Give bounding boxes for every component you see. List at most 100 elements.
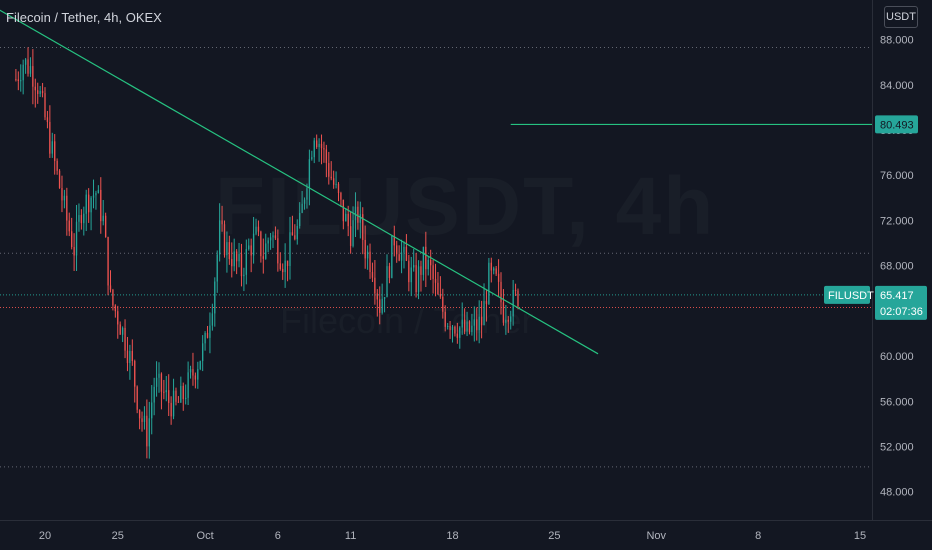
candle-body <box>493 268 495 271</box>
drawings <box>0 9 872 355</box>
candles <box>15 47 519 459</box>
time-tick-label: 8 <box>755 530 761 542</box>
currency-unit-button[interactable]: USDT <box>884 6 918 28</box>
candle-body <box>437 282 439 295</box>
candle-body <box>444 311 446 327</box>
price-tick-label: 60.000 <box>880 351 914 363</box>
candle-body <box>294 235 296 240</box>
candle-body <box>80 215 83 224</box>
candle-body <box>500 281 502 303</box>
candle-body <box>209 325 211 338</box>
candle-body <box>415 265 417 293</box>
candle-body <box>134 361 136 387</box>
candle-body <box>214 281 216 314</box>
candle-body <box>325 149 328 164</box>
candle-body <box>272 235 274 238</box>
candle-body <box>32 66 34 87</box>
candle-body <box>73 247 75 256</box>
symbol-title: Filecoin / Tether, 4h, OKEX <box>6 10 162 25</box>
candle-body <box>235 251 238 262</box>
candle-body <box>238 253 240 262</box>
candle-body <box>131 350 133 362</box>
candle-body <box>449 325 451 331</box>
price-tick-label: 48.000 <box>880 487 914 499</box>
candle-body <box>240 253 243 277</box>
candle-body <box>182 385 184 399</box>
candle-body <box>158 373 160 378</box>
price-tick-label: 84.000 <box>880 80 914 92</box>
candle-body <box>417 266 420 293</box>
symbol-tag-label: FILUSDT <box>828 290 874 302</box>
candle-body <box>279 263 281 269</box>
candle-body <box>267 240 269 244</box>
price-tick-label: 76.000 <box>880 170 914 182</box>
candle-body <box>422 246 425 275</box>
candle-body <box>151 402 153 419</box>
time-tick-label: 6 <box>275 530 281 542</box>
candle-body <box>347 213 349 227</box>
candle-body <box>301 203 303 213</box>
candle-body <box>427 259 429 270</box>
candle-body <box>366 251 369 259</box>
candle-body <box>274 235 277 239</box>
candle-body <box>439 294 442 297</box>
candle-body <box>282 268 284 273</box>
candle-body <box>425 246 427 270</box>
candle-body <box>180 385 182 403</box>
candle-body <box>75 221 78 256</box>
level-price-badge <box>875 115 918 134</box>
time-tick-label: 25 <box>112 530 124 542</box>
time-tick-label: 18 <box>446 530 458 542</box>
candle-body <box>46 117 49 122</box>
candle-body <box>97 189 100 194</box>
candle-body <box>374 277 376 294</box>
candle-body <box>66 195 68 221</box>
candle-body <box>201 343 204 362</box>
candle-body <box>478 316 480 331</box>
candle-body <box>400 252 403 261</box>
price-axis[interactable]: 88.00084.00080.00076.00072.00068.00064.0… <box>824 0 927 520</box>
candle-body <box>434 278 437 283</box>
candle-body <box>85 194 87 214</box>
candle-body <box>121 327 124 335</box>
candle-body <box>308 159 311 189</box>
candle-body <box>206 333 209 338</box>
candle-body <box>51 141 53 154</box>
candle-body <box>211 313 214 326</box>
candle-body <box>507 319 509 322</box>
candle-body <box>252 233 255 256</box>
candle-body <box>245 249 247 275</box>
candle-body <box>168 390 170 403</box>
candle-body <box>250 245 252 256</box>
candle-body <box>262 256 264 259</box>
time-tick-label: Nov <box>646 530 666 542</box>
candle-body <box>408 260 410 283</box>
candle-body <box>289 232 291 267</box>
candle-body <box>257 226 260 232</box>
candle-body <box>330 176 332 179</box>
candle-body <box>228 242 231 260</box>
candle-body <box>41 91 44 94</box>
bar-countdown-label: 02:07:36 <box>880 306 923 318</box>
candle-body <box>291 232 294 236</box>
candle-body <box>117 311 119 325</box>
candle-body <box>61 187 63 201</box>
candle-body <box>405 246 408 261</box>
candle-body <box>143 415 146 422</box>
candle-body <box>369 251 371 273</box>
candle-body <box>17 79 19 82</box>
candle-body <box>265 243 267 259</box>
candle-body <box>56 160 58 171</box>
candle-body <box>335 183 337 185</box>
candle-body <box>303 199 306 204</box>
candle-body <box>221 220 223 225</box>
candle-body <box>260 231 262 257</box>
candle-body <box>112 289 114 306</box>
candle-body <box>29 66 32 74</box>
time-axis[interactable]: 20 25 Oct 6 11 18 25 Nov 8 15 <box>0 520 932 543</box>
candle-body <box>512 290 514 317</box>
candle-body <box>185 397 187 399</box>
candle-body <box>68 220 70 232</box>
candle-body <box>218 220 221 255</box>
